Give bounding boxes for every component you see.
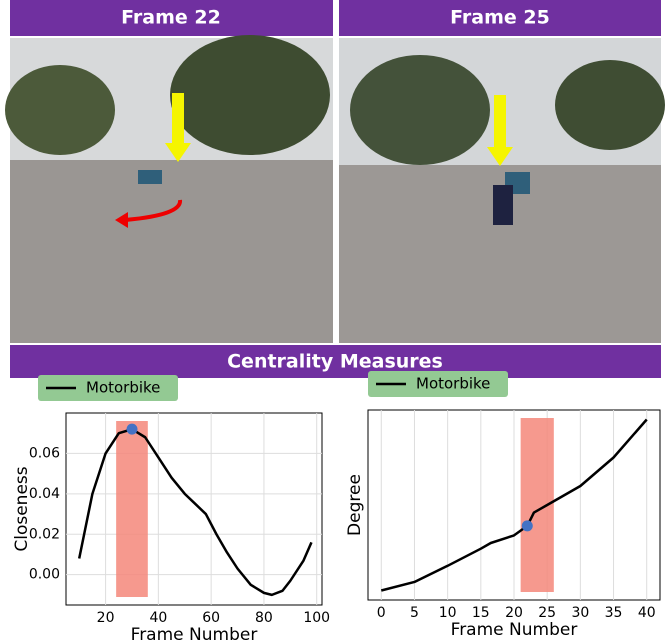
x-tick-label: 100: [303, 610, 330, 626]
legend-label: Motorbike: [86, 379, 160, 397]
x-axis-label: Frame Number: [131, 625, 258, 640]
x-tick-label: 40: [149, 610, 167, 626]
x-tick-label: 20: [97, 610, 115, 626]
x-tick-label: 60: [202, 610, 220, 626]
x-tick-label: 35: [605, 605, 623, 621]
y-tick-label: 0.06: [29, 445, 60, 461]
figure: Frame 22 Frame 25 Centrality Measures 20…: [0, 0, 668, 640]
highlight-span: [116, 421, 148, 597]
x-tick-label: 10: [439, 605, 457, 621]
y-axis-label: Closeness: [12, 466, 32, 551]
y-tick-label: 0.02: [29, 526, 60, 542]
x-tick-label: 25: [538, 605, 556, 621]
y-axis-label: Degree: [345, 474, 365, 536]
x-tick-label: 0: [377, 605, 386, 621]
x-tick-label: 80: [255, 610, 273, 626]
plot-area: [66, 413, 322, 605]
x-axis-label: Frame Number: [451, 620, 578, 640]
x-tick-label: 5: [410, 605, 419, 621]
legend-label: Motorbike: [416, 375, 490, 393]
page: Frame 22 Frame 25 Centrality Measures 20…: [0, 0, 668, 640]
section-title: Centrality Measures: [227, 351, 443, 373]
x-tick-label: 20: [505, 605, 523, 621]
panel-title: Frame 22: [121, 7, 221, 29]
photo: [5, 35, 333, 343]
y-tick-label: 0.04: [29, 486, 60, 502]
x-tick-label: 15: [472, 605, 490, 621]
marker: [126, 424, 137, 435]
y-tick-label: 0.00: [29, 567, 60, 583]
marker: [522, 520, 533, 531]
panel-title: Frame 25: [450, 7, 550, 29]
x-tick-label: 40: [638, 605, 656, 621]
photo: [339, 38, 665, 343]
x-tick-label: 30: [571, 605, 589, 621]
